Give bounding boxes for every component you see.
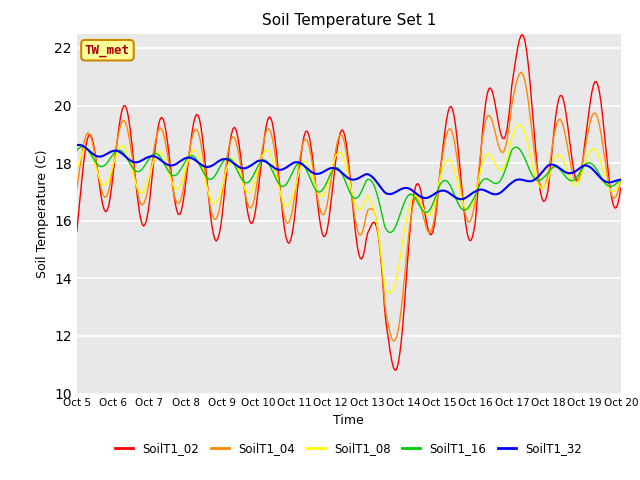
- Y-axis label: Soil Temperature (C): Soil Temperature (C): [36, 149, 49, 278]
- Legend: SoilT1_02, SoilT1_04, SoilT1_08, SoilT1_16, SoilT1_32: SoilT1_02, SoilT1_04, SoilT1_08, SoilT1_…: [111, 437, 587, 460]
- Text: TW_met: TW_met: [85, 44, 130, 57]
- Title: Soil Temperature Set 1: Soil Temperature Set 1: [262, 13, 436, 28]
- X-axis label: Time: Time: [333, 414, 364, 427]
